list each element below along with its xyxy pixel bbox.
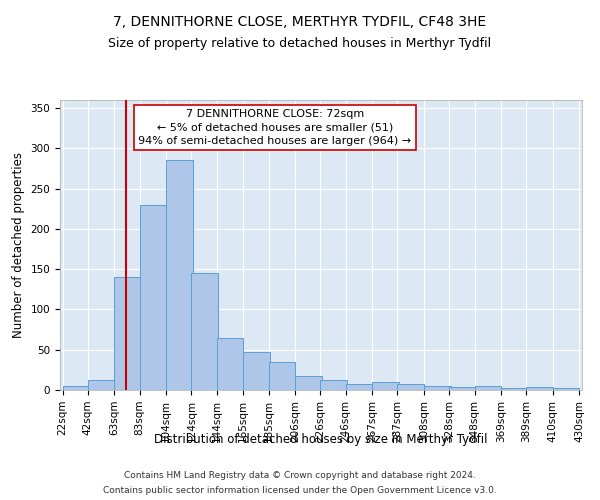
Text: 7 DENNITHORNE CLOSE: 72sqm
← 5% of detached houses are smaller (51)
94% of semi-: 7 DENNITHORNE CLOSE: 72sqm ← 5% of detac…	[139, 109, 412, 146]
Bar	[217, 338, 243, 390]
Bar	[62, 386, 89, 390]
Bar	[140, 204, 166, 390]
Bar	[88, 380, 115, 390]
Bar	[320, 380, 347, 390]
Text: Contains HM Land Registry data © Crown copyright and database right 2024.: Contains HM Land Registry data © Crown c…	[124, 471, 476, 480]
Text: 7, DENNITHORNE CLOSE, MERTHYR TYDFIL, CF48 3HE: 7, DENNITHORNE CLOSE, MERTHYR TYDFIL, CF…	[113, 15, 487, 29]
Bar	[397, 384, 424, 390]
Bar	[553, 388, 580, 390]
Bar	[475, 386, 501, 390]
Bar	[346, 384, 372, 390]
Bar	[166, 160, 193, 390]
Bar	[243, 352, 270, 390]
Text: Size of property relative to detached houses in Merthyr Tydfil: Size of property relative to detached ho…	[109, 38, 491, 51]
Bar	[424, 386, 451, 390]
Bar	[191, 273, 218, 390]
Text: Contains public sector information licensed under the Open Government Licence v3: Contains public sector information licen…	[103, 486, 497, 495]
Bar	[372, 382, 399, 390]
Text: Distribution of detached houses by size in Merthyr Tydfil: Distribution of detached houses by size …	[154, 432, 488, 446]
Y-axis label: Number of detached properties: Number of detached properties	[12, 152, 25, 338]
Bar	[269, 362, 295, 390]
Bar	[501, 388, 527, 390]
Bar	[449, 387, 476, 390]
Bar	[115, 277, 141, 390]
Bar	[526, 387, 553, 390]
Bar	[295, 376, 322, 390]
